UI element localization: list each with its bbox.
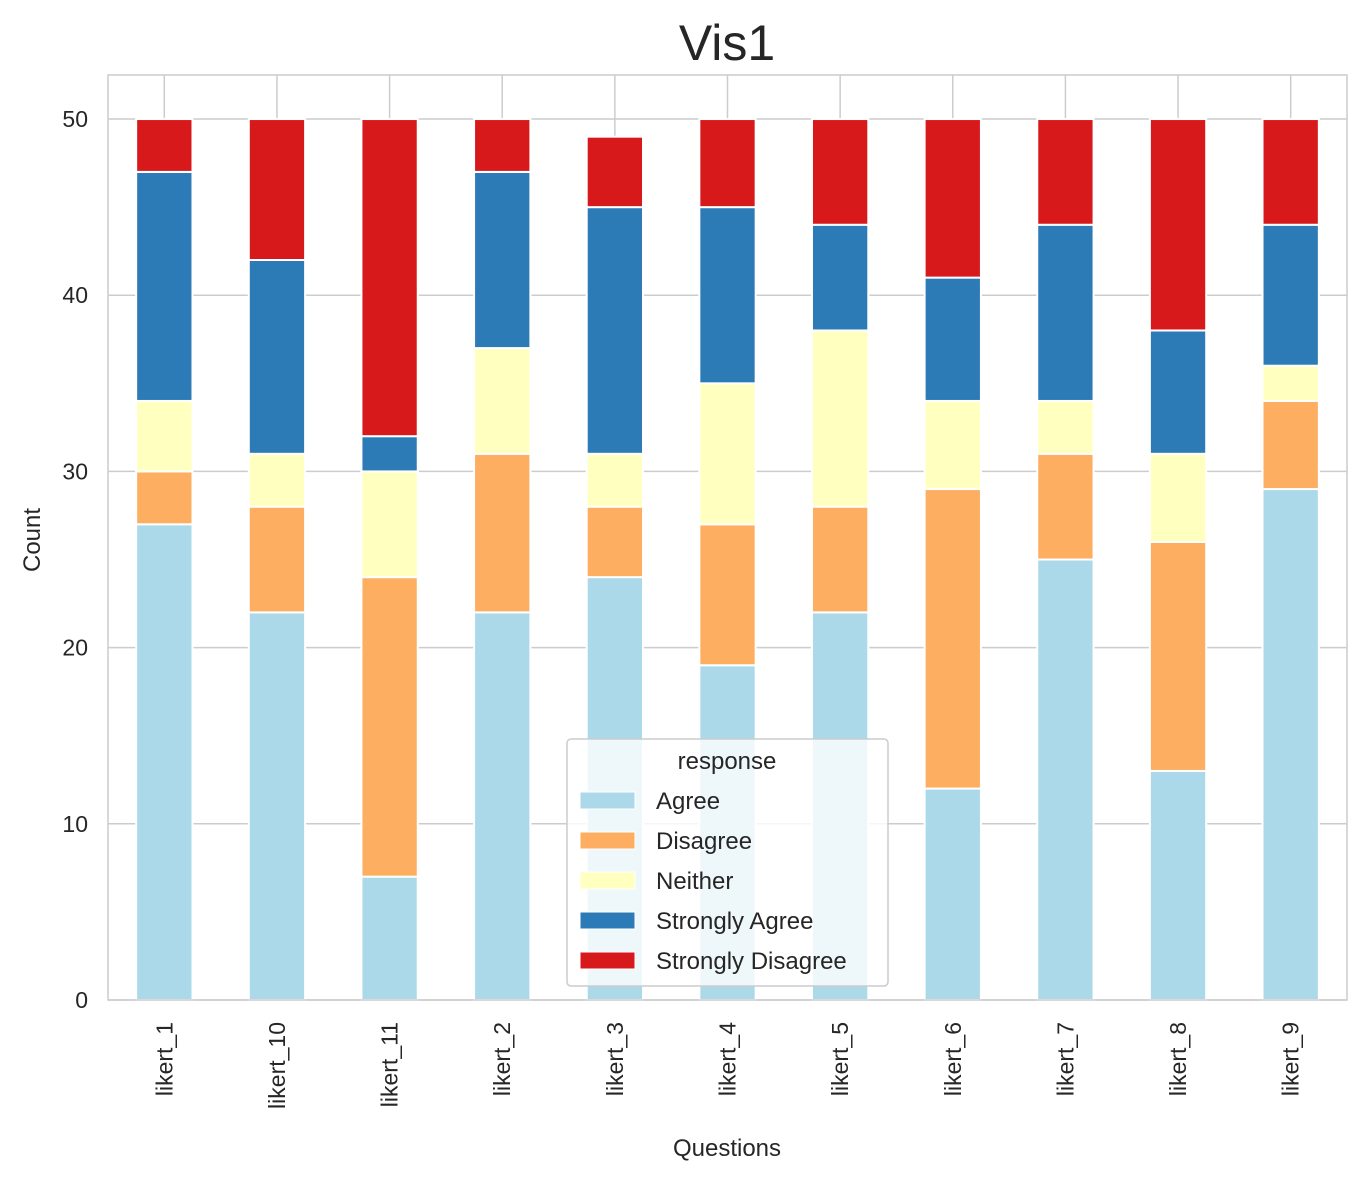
legend: response Agree Disagree Neither Strongly Ag…: [566, 738, 889, 987]
legend-swatch: [579, 951, 636, 970]
bar-segment: [1261, 118, 1320, 226]
bar-segment: [1261, 364, 1320, 402]
bar-segment: [473, 170, 532, 350]
bar-segment: [1036, 558, 1095, 1001]
bar-segment: [360, 118, 419, 438]
bar-segment: [810, 118, 870, 226]
bar-segment: [810, 223, 870, 332]
bar-segment: [923, 488, 982, 790]
bar-segment: [247, 452, 307, 508]
bar-segment: [1261, 223, 1320, 367]
legend-title: response: [678, 748, 777, 775]
bar-segment: [135, 118, 194, 173]
x-tick-label: likert_9: [1278, 1022, 1304, 1096]
bar-segment: [473, 611, 532, 1002]
x-tick-label: likert_11: [377, 1022, 403, 1107]
y-tick-labels: 0 10 20 30 40 50: [62, 106, 88, 1013]
y-tick-label: 40: [62, 282, 88, 308]
y-axis-label: Count: [19, 508, 46, 572]
bar-segment: [1148, 452, 1208, 543]
bar-segment: [923, 276, 982, 402]
y-tick-label: 50: [62, 106, 88, 132]
bar-segment: [360, 576, 419, 878]
y-tick-label: 30: [62, 458, 88, 484]
y-tick-label: 10: [62, 811, 88, 837]
chart-title: Vis1: [679, 15, 775, 71]
bar-segment: [585, 452, 645, 508]
legend-label: Strongly Agree: [656, 908, 813, 935]
legend-label: Strongly Disagree: [656, 948, 847, 975]
bar-segment: [1148, 118, 1208, 332]
x-tick-label: likert_6: [940, 1022, 966, 1096]
plot-frame: [107, 74, 1348, 1001]
bar-segment: [923, 787, 982, 1001]
bar-segment: [585, 206, 645, 455]
bar-segment: [135, 399, 194, 473]
legend-label: Disagree: [656, 828, 752, 855]
bar-segment: [473, 452, 532, 614]
legend-frame: [566, 738, 889, 987]
bar-segment: [1036, 223, 1095, 402]
x-tick-label: likert_4: [715, 1022, 741, 1096]
bar-segment: [1036, 399, 1095, 455]
x-tick-label: likert_10: [264, 1022, 290, 1109]
bar-segment: [1036, 452, 1095, 561]
legend-label: Agree: [656, 788, 720, 815]
legend-items: Agree Disagree Neither Strongly Agree Strong…: [579, 788, 847, 975]
bar-segment: [698, 382, 757, 526]
y-tick-label: 20: [62, 635, 88, 661]
legend-swatch: [579, 791, 636, 810]
bar-segment: [360, 435, 419, 473]
bar-segment: [585, 505, 645, 579]
bar-segment: [360, 470, 419, 579]
bar-segment: [1261, 399, 1320, 491]
legend-swatch: [579, 871, 636, 890]
legend-swatch: [579, 831, 636, 850]
bar-segment: [247, 611, 307, 1002]
bar-segment: [1261, 488, 1320, 1001]
x-axis-label: Questions: [673, 1135, 781, 1162]
x-tick-label: likert_1: [151, 1022, 177, 1096]
bar-segment: [698, 523, 757, 667]
bar-segment: [360, 875, 419, 1002]
bar-segment: [473, 118, 532, 173]
bar-segment: [810, 505, 870, 614]
x-tick-label: likert_8: [1165, 1022, 1191, 1096]
bar-segment: [135, 470, 194, 526]
bar-segment: [1148, 540, 1208, 772]
y-tick-label: 0: [75, 987, 88, 1013]
x-tick-label: likert_5: [827, 1022, 853, 1096]
bar-segment: [247, 118, 307, 261]
legend-swatch: [579, 911, 636, 930]
x-tick-label: likert_7: [1052, 1022, 1078, 1096]
bar-segment: [698, 118, 757, 209]
bar-segment: [135, 523, 194, 1001]
bar-segment: [923, 399, 982, 491]
bar-segment: [1036, 118, 1095, 226]
bar-segment: [585, 135, 645, 209]
bar-segment: [1148, 329, 1208, 455]
bar-segment: [698, 206, 757, 385]
x-tick-labels: likert_1 likert_10 likert_11 likert_2 likert…: [151, 1022, 1303, 1109]
bar-segment: [923, 118, 982, 279]
bar-segment: [473, 347, 532, 455]
bar-segment: [247, 505, 307, 614]
bar-segment: [135, 170, 194, 402]
bar-segment: [247, 259, 307, 455]
legend-label: Neither: [656, 868, 733, 895]
bar-segment: [810, 329, 870, 508]
x-tick-label: likert_2: [489, 1022, 515, 1096]
x-tick-label: likert_3: [602, 1022, 628, 1096]
bar-segment: [1148, 769, 1208, 1002]
